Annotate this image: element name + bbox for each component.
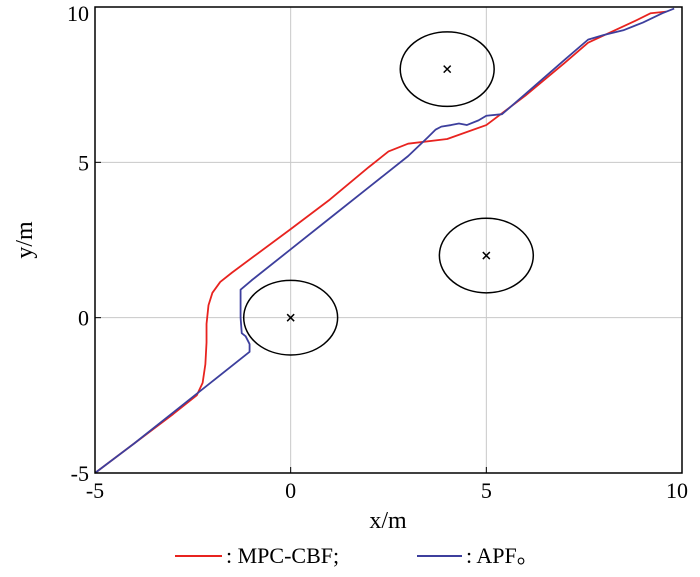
x-tick-label: 0 [285,478,296,503]
legend-label-mpc-cbf: : MPC-CBF; [226,543,339,568]
x-tick-label: 5 [481,478,492,503]
obstacle-center-marker [482,251,491,260]
series-layer [94,7,675,474]
plot-background [95,7,682,473]
x-axis-label: x/m [369,508,407,534]
legend-label-apf: : APF。 [466,543,539,568]
series-line-mpc-cbf [94,10,667,474]
y-tick-label: 5 [78,150,89,175]
series-line-apf [94,7,675,474]
obstacle-circle [399,31,495,108]
y-tick-label: 0 [78,306,89,331]
x-tick-label: -5 [86,478,104,503]
y-tick-label: -5 [71,461,89,486]
y-tick-label: 10 [67,1,89,26]
plot-frame [94,6,683,474]
y-axis-label: y/m [12,221,38,259]
tick-labels: -5 0 5 10 -5 0 5 10 [67,1,688,503]
obstacle-circle [438,217,535,294]
x-tick-label: 10 [666,478,688,503]
obstacle-circle [242,279,339,356]
legend: : MPC-CBF; : APF。 [175,543,539,568]
obstacle-layer [242,31,535,356]
obstacle-center-marker [443,65,452,74]
obstacle-center-marker [286,313,295,322]
